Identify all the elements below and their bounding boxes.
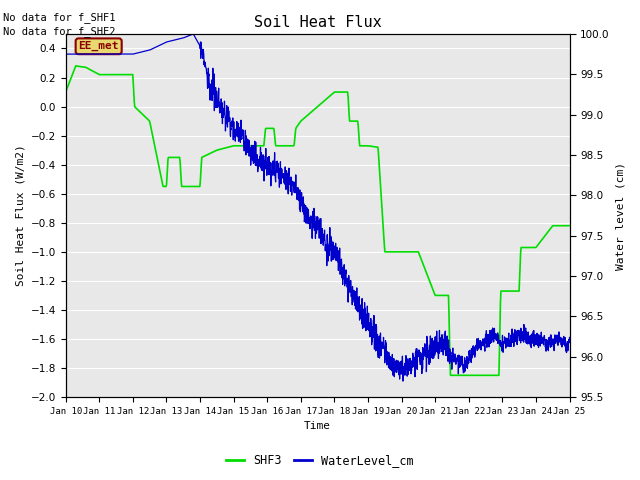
Legend: SHF3, WaterLevel_cm: SHF3, WaterLevel_cm bbox=[221, 449, 419, 472]
WaterLevel_cm bbox=[307, 213, 315, 219]
WaterLevel_cm bbox=[189, 31, 197, 37]
SHF3 bbox=[284, 143, 292, 149]
SHF3 bbox=[408, 249, 416, 255]
WaterLevel_cm bbox=[62, 51, 70, 57]
WaterLevel_cm bbox=[294, 194, 301, 200]
Title: Soil Heat Flux: Soil Heat Flux bbox=[253, 15, 381, 30]
Text: No data for f_SHF1: No data for f_SHF1 bbox=[3, 12, 116, 23]
SHF3 bbox=[566, 223, 573, 228]
WaterLevel_cm bbox=[88, 51, 95, 57]
Line: SHF3: SHF3 bbox=[66, 66, 570, 375]
Line: WaterLevel_cm: WaterLevel_cm bbox=[66, 34, 570, 381]
SHF3 bbox=[62, 89, 70, 95]
SHF3 bbox=[72, 63, 79, 69]
WaterLevel_cm bbox=[552, 334, 559, 339]
WaterLevel_cm bbox=[399, 378, 407, 384]
WaterLevel_cm bbox=[566, 335, 573, 340]
SHF3 bbox=[266, 125, 274, 131]
WaterLevel_cm bbox=[459, 367, 467, 372]
X-axis label: Time: Time bbox=[304, 421, 331, 432]
WaterLevel_cm bbox=[551, 336, 559, 342]
SHF3 bbox=[447, 372, 454, 378]
Y-axis label: Soil Heat Flux (W/m2): Soil Heat Flux (W/m2) bbox=[15, 144, 25, 287]
SHF3 bbox=[114, 72, 122, 77]
Text: EE_met: EE_met bbox=[79, 41, 119, 51]
SHF3 bbox=[456, 372, 463, 378]
Y-axis label: Water level (cm): Water level (cm) bbox=[615, 162, 625, 270]
SHF3 bbox=[465, 372, 472, 378]
Text: No data for f_SHF2: No data for f_SHF2 bbox=[3, 26, 116, 37]
